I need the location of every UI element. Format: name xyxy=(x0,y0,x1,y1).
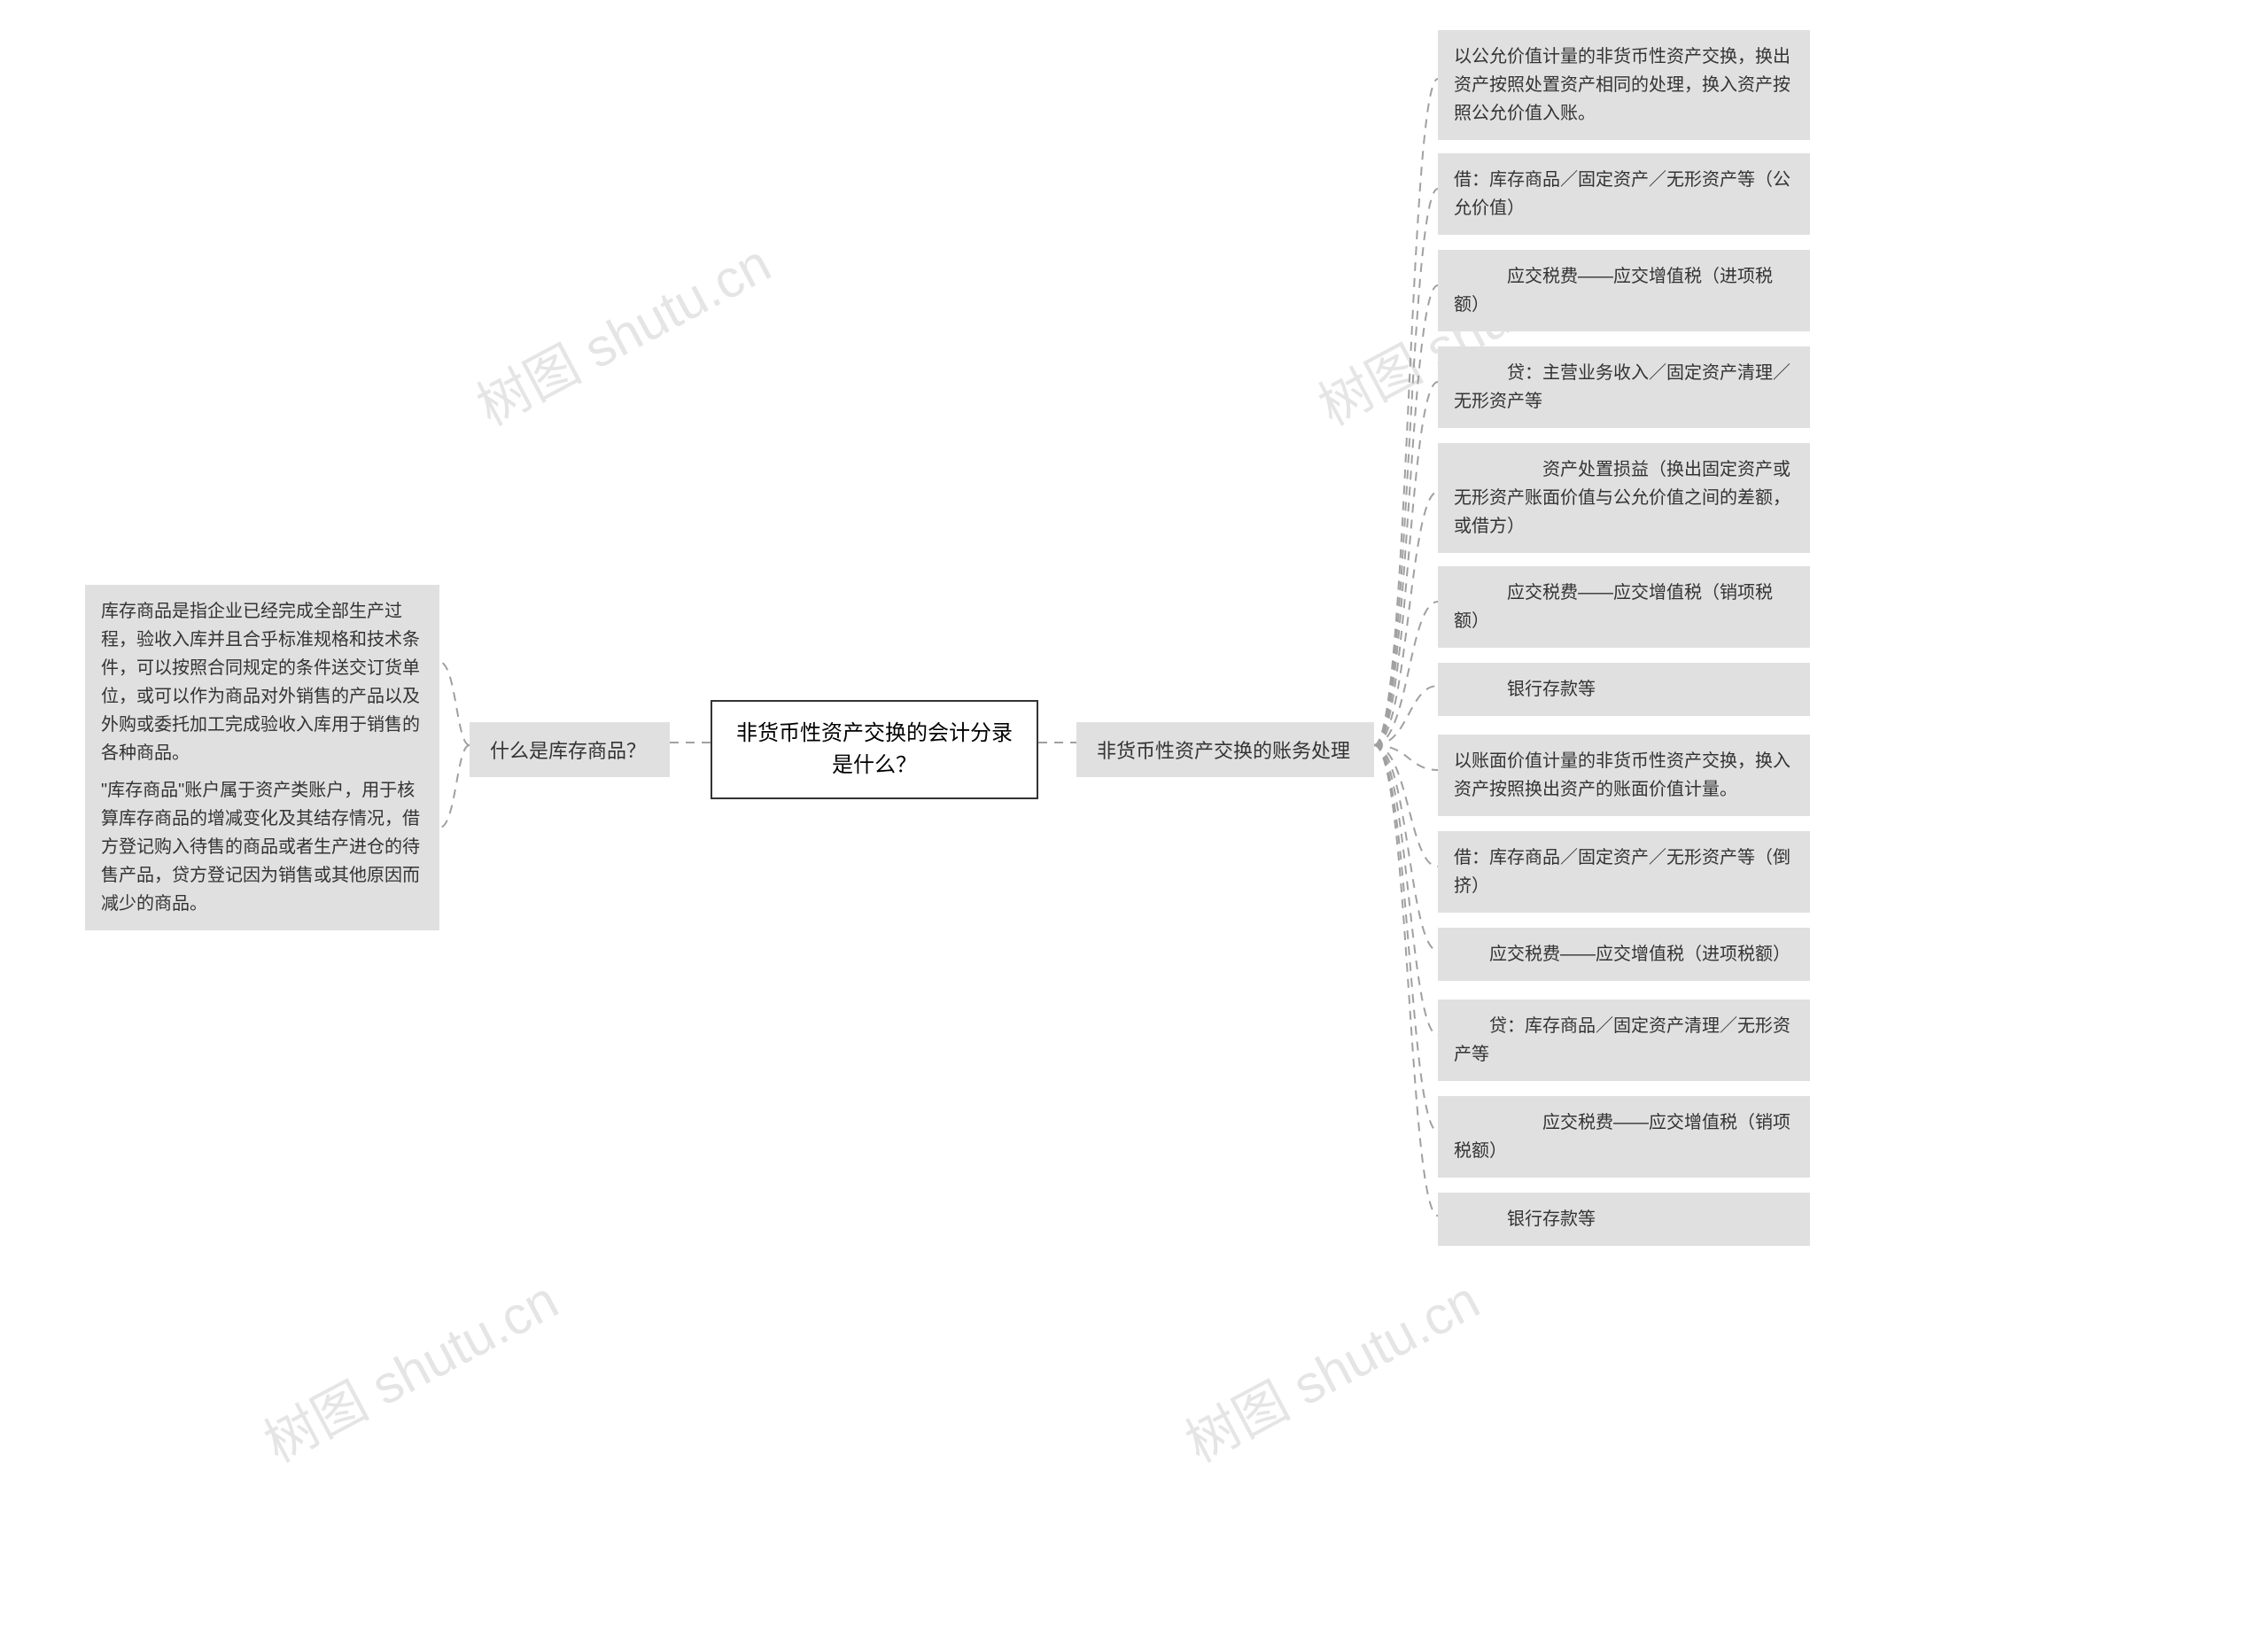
leaf-text: 以公允价值计量的非货币性资产交换，换出资产按照处置资产相同的处理，换入资产按照公… xyxy=(1454,47,1790,123)
leaf-text: 以账面价值计量的非货币性资产交换，换入资产按照换出资产的账面价值计量。 xyxy=(1454,751,1790,799)
right-leaf-node[interactable]: 银行存款等 xyxy=(1438,1193,1810,1246)
root-text: 非货币性资产交换的会计分录是什么？ xyxy=(736,721,1013,777)
leaf-text: 资产处置损益（换出固定资产或无形资产账面价值与公允价值之间的差额，或借方） xyxy=(1454,460,1790,536)
left-leaf-node[interactable]: 库存商品是指企业已经完成全部生产过程，验收入库并且合乎标准规格和技术条件，可以按… xyxy=(85,585,439,780)
right-leaf-node[interactable]: 银行存款等 xyxy=(1438,663,1810,716)
leaf-text: 应交税费——应交增值税（销项税额） xyxy=(1454,583,1773,631)
leaf-text: 应交税费——应交增值税（进项税额） xyxy=(1454,945,1790,964)
leaf-text: 库存商品是指企业已经完成全部生产过程，验收入库并且合乎标准规格和技术条件，可以按… xyxy=(101,602,420,763)
right-leaf-node[interactable]: 应交税费——应交增值税（进项税额） xyxy=(1438,250,1810,331)
watermark: 树图 shutu.cn xyxy=(462,222,782,440)
leaf-text: 借：库存商品／固定资产／无形资产等（公允价值） xyxy=(1454,170,1790,218)
leaf-text: 借：库存商品／固定资产／无形资产等（倒挤） xyxy=(1454,848,1790,896)
left-branch-node[interactable]: 什么是库存商品？ xyxy=(470,722,670,777)
right-leaf-node[interactable]: 以账面价值计量的非货币性资产交换，换入资产按照换出资产的账面价值计量。 xyxy=(1438,735,1810,816)
right-branch-node[interactable]: 非货币性资产交换的账务处理 xyxy=(1076,722,1374,777)
leaf-text: 应交税费——应交增值税（销项税额） xyxy=(1454,1113,1790,1161)
leaf-text: 银行存款等 xyxy=(1454,680,1596,699)
watermark: 树图 shutu.cn xyxy=(1170,1258,1491,1477)
right-leaf-node[interactable]: 借：库存商品／固定资产／无形资产等（公允价值） xyxy=(1438,153,1810,235)
right-leaf-node[interactable]: 贷：库存商品／固定资产清理／无形资产等 xyxy=(1438,1000,1810,1081)
right-leaf-node[interactable]: 应交税费——应交增值税（销项税额） xyxy=(1438,566,1810,648)
leaf-text: 银行存款等 xyxy=(1454,1210,1596,1229)
right-leaf-node[interactable]: 借：库存商品／固定资产／无形资产等（倒挤） xyxy=(1438,831,1810,913)
leaf-text: 应交税费——应交增值税（进项税额） xyxy=(1454,267,1773,315)
right-leaf-node[interactable]: 资产处置损益（换出固定资产或无形资产账面价值与公允价值之间的差额，或借方） xyxy=(1438,443,1810,553)
left-leaf-node[interactable]: "库存商品"账户属于资产类账户，用于核算库存商品的增减变化及其结存情况，借方登记… xyxy=(85,764,439,930)
right-leaf-node[interactable]: 以公允价值计量的非货币性资产交换，换出资产按照处置资产相同的处理，换入资产按照公… xyxy=(1438,30,1810,140)
right-leaf-node[interactable]: 应交税费——应交增值税（销项税额） xyxy=(1438,1096,1810,1178)
leaf-text: "库存商品"账户属于资产类账户，用于核算库存商品的增减变化及其结存情况，借方登记… xyxy=(101,781,420,914)
watermark: 树图 shutu.cn xyxy=(249,1258,570,1477)
leaf-text: 贷：主营业务收入／固定资产清理／无形资产等 xyxy=(1454,363,1790,411)
right-leaf-node[interactable]: 应交税费——应交增值税（进项税额） xyxy=(1438,928,1810,981)
left-branch-label: 什么是库存商品？ xyxy=(490,740,646,762)
leaf-text: 贷：库存商品／固定资产清理／无形资产等 xyxy=(1454,1016,1790,1064)
right-branch-label: 非货币性资产交换的账务处理 xyxy=(1097,740,1350,762)
root-node[interactable]: 非货币性资产交换的会计分录是什么？ xyxy=(711,700,1038,799)
right-leaf-node[interactable]: 贷：主营业务收入／固定资产清理／无形资产等 xyxy=(1438,346,1810,428)
